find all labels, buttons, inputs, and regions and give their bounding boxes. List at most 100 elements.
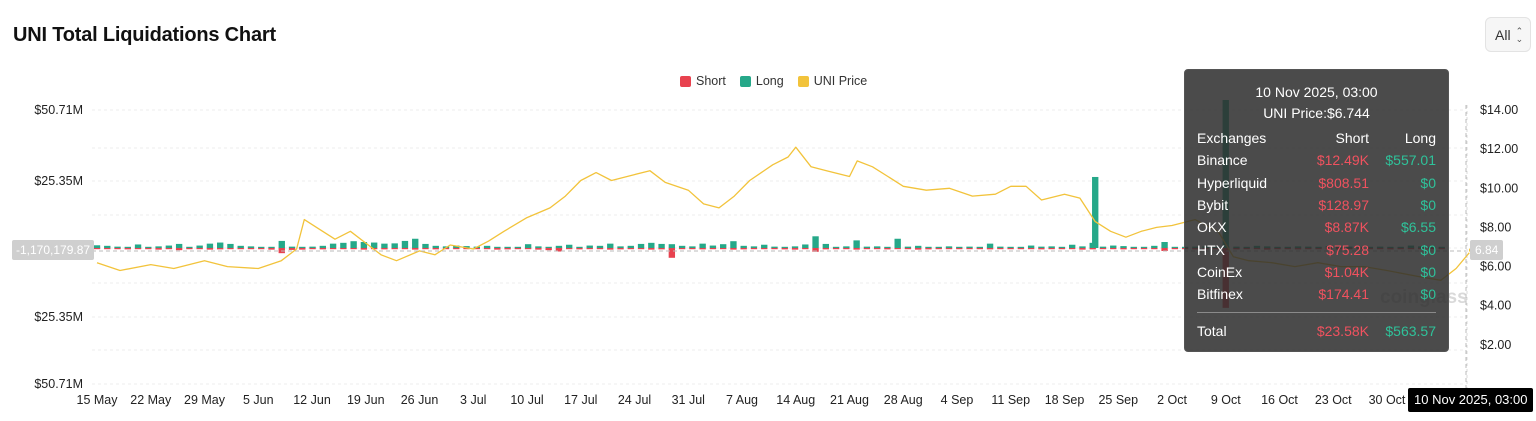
short-bar bbox=[925, 248, 932, 250]
page-title: UNI Total Liquidations Chart bbox=[13, 24, 276, 46]
tooltip-exchange: Bybit bbox=[1197, 197, 1229, 214]
tooltip-header-row: Exchanges Short Long bbox=[1197, 127, 1436, 149]
short-bar bbox=[1110, 248, 1117, 250]
short-bar bbox=[175, 248, 183, 251]
x-tick-label: 30 Oct bbox=[1369, 393, 1406, 407]
short-bar bbox=[391, 248, 398, 250]
short-bar bbox=[719, 248, 727, 250]
long-bar bbox=[216, 242, 224, 248]
long-bar bbox=[145, 246, 152, 248]
short-bar bbox=[750, 248, 758, 250]
tooltip-long-value: $0 bbox=[1420, 263, 1436, 280]
long-bar bbox=[165, 245, 173, 248]
tooltip-total-label: Total bbox=[1197, 322, 1227, 339]
long-bar bbox=[904, 246, 912, 248]
tooltip-row: Bybit $128.97 $0 bbox=[1197, 194, 1436, 216]
x-tick-label: 7 Aug bbox=[726, 393, 758, 407]
short-bar bbox=[668, 248, 676, 258]
legend-item-short[interactable]: Short bbox=[680, 74, 726, 88]
x-tick-label: 29 May bbox=[184, 393, 226, 407]
long-bar bbox=[124, 246, 131, 248]
short-bar bbox=[1151, 248, 1158, 250]
short-bar bbox=[381, 248, 388, 250]
long-bar bbox=[607, 243, 614, 248]
short-bar bbox=[555, 248, 563, 252]
x-tick-label: 26 Jun bbox=[401, 393, 439, 407]
tooltip-long-value: $0 bbox=[1420, 241, 1436, 258]
legend-item-long[interactable]: Long bbox=[739, 74, 784, 88]
tooltip-short-value: $1.04K bbox=[1324, 263, 1369, 280]
x-tick-label: 23 Oct bbox=[1315, 393, 1352, 407]
tooltip-exchange: Hyperliquid bbox=[1197, 174, 1268, 191]
long-bar bbox=[278, 240, 285, 248]
long-bar bbox=[1079, 246, 1086, 248]
tooltip-row: HTX $75.28 $0 bbox=[1197, 238, 1436, 260]
long-bar bbox=[730, 241, 737, 248]
x-tick-label: 25 Sep bbox=[1098, 393, 1138, 407]
long-bar bbox=[227, 243, 234, 248]
short-bar bbox=[904, 248, 912, 250]
time-range-value: All bbox=[1495, 26, 1511, 43]
long-bar bbox=[555, 245, 563, 248]
x-tick-label: 15 May bbox=[77, 393, 119, 407]
long-bar bbox=[329, 243, 337, 248]
short-bar bbox=[863, 248, 871, 250]
short-bar bbox=[535, 248, 542, 250]
tooltip-exchange: Bitfinex bbox=[1197, 286, 1243, 303]
short-bar bbox=[288, 248, 296, 250]
short-bar bbox=[1069, 248, 1076, 250]
x-tick-label: 22 May bbox=[130, 393, 172, 407]
long-bar bbox=[843, 246, 850, 248]
short-bar bbox=[227, 248, 234, 250]
legend-item-price[interactable]: UNI Price bbox=[797, 74, 867, 88]
short-bar bbox=[956, 248, 963, 250]
long-bar bbox=[340, 242, 347, 248]
short-bar bbox=[524, 248, 532, 250]
long-bar bbox=[514, 246, 522, 248]
short-bar bbox=[771, 248, 778, 250]
short-bar bbox=[145, 248, 152, 250]
short-bar bbox=[986, 248, 994, 250]
short-bar bbox=[1017, 248, 1025, 250]
short-bar bbox=[309, 248, 316, 250]
short-bar bbox=[617, 248, 624, 250]
legend-swatch-long bbox=[739, 75, 751, 87]
short-bar bbox=[689, 248, 696, 250]
x-tick-label: 12 Jun bbox=[293, 393, 331, 407]
long-bar bbox=[566, 244, 573, 248]
long-bar bbox=[391, 243, 398, 248]
long-bar bbox=[1099, 246, 1107, 248]
short-bar bbox=[935, 248, 942, 250]
long-bar bbox=[288, 246, 296, 248]
short-bar bbox=[237, 248, 244, 250]
long-bar bbox=[483, 245, 491, 248]
short-bar bbox=[658, 248, 665, 250]
long-bar bbox=[873, 246, 881, 248]
short-bar bbox=[165, 248, 173, 250]
time-range-select[interactable]: All ⌃ ⌄ bbox=[1485, 17, 1531, 52]
long-bar bbox=[237, 245, 244, 248]
long-bar bbox=[648, 242, 655, 248]
long-bar bbox=[463, 246, 470, 248]
x-tick-label: 2 Oct bbox=[1157, 393, 1187, 407]
short-bar bbox=[607, 248, 614, 250]
x-tick-label: 3 Jul bbox=[460, 393, 486, 407]
x-tick-label: 14 Aug bbox=[776, 393, 815, 407]
long-bar bbox=[1069, 244, 1076, 248]
long-bar bbox=[771, 246, 778, 248]
short-bar bbox=[976, 248, 983, 250]
short-bar bbox=[453, 248, 460, 250]
short-bar bbox=[360, 248, 368, 250]
short-bar bbox=[781, 248, 788, 250]
long-bar bbox=[956, 246, 963, 248]
long-bar bbox=[1130, 246, 1137, 248]
long-bar bbox=[114, 246, 121, 248]
x-tick-label: 16 Oct bbox=[1261, 393, 1298, 407]
long-bar bbox=[853, 240, 860, 248]
long-bar bbox=[617, 246, 624, 248]
long-bar bbox=[986, 243, 994, 248]
short-bar bbox=[832, 248, 840, 250]
long-bar bbox=[791, 246, 799, 248]
long-bar bbox=[863, 246, 871, 248]
long-bar bbox=[925, 246, 932, 248]
